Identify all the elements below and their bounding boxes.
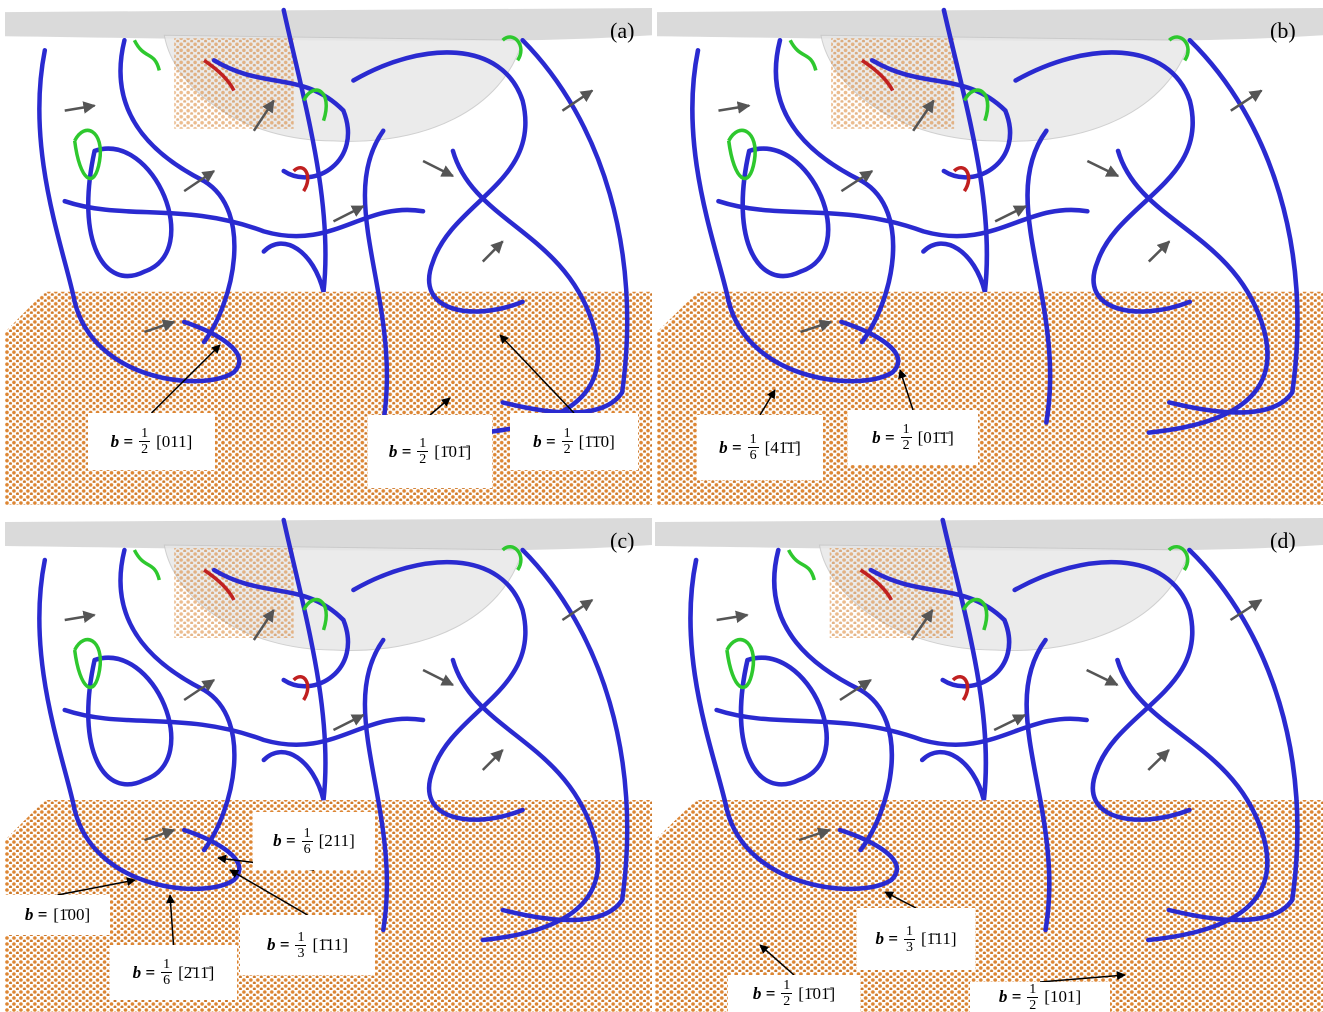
vector: [1̄01̄] <box>798 983 836 1003</box>
numerator: 1 <box>747 432 759 448</box>
annotation-arrow <box>884 891 917 909</box>
burgers-label: b = 1 2 [011] <box>88 413 215 470</box>
numerator: 1 <box>161 957 173 973</box>
vector: [2̄11̄] <box>178 962 215 982</box>
lhs: b = <box>533 431 556 451</box>
denominator: 2 <box>563 442 571 457</box>
annotation-arrow <box>429 397 451 416</box>
vector: [41̄1̄] <box>764 437 801 457</box>
denominator: 6 <box>163 973 171 988</box>
vector: [1̄11] <box>920 929 957 948</box>
vector: [1̄11] <box>312 935 348 954</box>
burgers-label: b = 1 2 [1̄1̄0] <box>510 413 638 470</box>
burgers-label: b = 1 6 [211] <box>253 812 375 870</box>
lhs: b = <box>872 427 895 447</box>
panel-label: (b) <box>1270 18 1296 43</box>
lhs: b = <box>388 441 412 461</box>
lhs: b = <box>752 983 776 1003</box>
denominator: 2 <box>419 452 427 467</box>
numerator: 1 <box>139 426 151 442</box>
burgers-label: b = 1 2 [1̄01̄] <box>728 975 860 1012</box>
annotation-arrow <box>1039 971 1126 983</box>
denominator: 2 <box>783 994 791 1009</box>
vector: [101] <box>1044 987 1082 1006</box>
lhs: b = <box>132 962 156 982</box>
denominator: 6 <box>749 448 757 463</box>
panel-label: (a) <box>610 18 635 43</box>
lhs: b = <box>273 831 296 850</box>
vector: [1̄1̄0] <box>578 431 615 451</box>
burgers-label: b = [1̄00] <box>5 895 110 935</box>
numerator: 1 <box>561 426 573 442</box>
annotation-arrow <box>759 389 776 416</box>
denominator: 3 <box>297 945 305 961</box>
denominator: 2 <box>1029 997 1037 1012</box>
annotation-arrow <box>759 944 795 976</box>
vector: [211] <box>318 831 355 850</box>
annotation-arrow <box>166 894 176 946</box>
annotation-arrow <box>499 334 575 414</box>
annotation-arrow <box>898 369 914 411</box>
vector: [011] <box>156 431 193 451</box>
denominator: 6 <box>303 841 311 857</box>
burgers-label: b = 1 6 [2̄11̄] <box>110 945 237 1000</box>
burgers-label: b = 1 3 [1̄11] <box>240 915 375 975</box>
vector: [01̄1̄] <box>917 427 954 447</box>
burgers-label: b = 1 2 [01̄1̄] <box>848 410 978 465</box>
numerator: 1 <box>417 436 429 452</box>
numerator: 1 <box>295 929 307 946</box>
annotation-arrow <box>229 869 308 916</box>
numerator: 1 <box>900 422 912 438</box>
numerator: 1 <box>781 978 793 994</box>
denominator: 2 <box>141 442 149 457</box>
lhs: b = <box>875 929 898 948</box>
burgers-label: b = 1 3 [1̄11] <box>857 908 975 970</box>
lhs: b = <box>110 431 134 451</box>
panels <box>5 0 1323 1012</box>
numerator: 1 <box>903 923 915 940</box>
annotation-arrow <box>57 877 136 896</box>
burgers-label: b = 1 6 [41̄1̄] <box>697 415 823 480</box>
numerator: 1 <box>301 825 313 842</box>
denominator: 3 <box>905 939 913 955</box>
panel-label: (d) <box>1270 528 1296 553</box>
lhs: b = <box>267 935 290 954</box>
numerator: 1 <box>1027 981 1039 998</box>
lhs: b = <box>24 905 48 924</box>
burgers-label: b = 1 2 [1̄01̄] <box>368 415 492 488</box>
burgers-label: b = 1 2 [101] <box>970 982 1110 1012</box>
panel-label: (c) <box>610 528 635 553</box>
annotation-arrow <box>150 344 221 414</box>
vector: [1̄01̄] <box>434 441 472 461</box>
denominator: 2 <box>902 438 910 453</box>
lhs: b = <box>998 987 1022 1006</box>
simulation-render <box>655 510 1323 1012</box>
vector: [1̄00] <box>53 905 91 924</box>
lhs: b = <box>719 437 742 457</box>
